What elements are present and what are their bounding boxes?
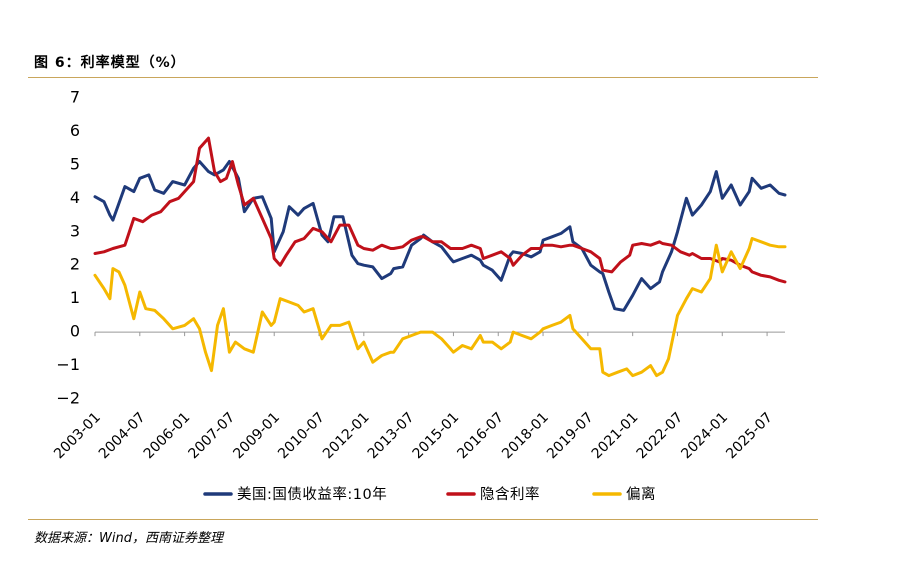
bottom-divider (28, 519, 818, 520)
x-axis-labels: 2003-012004-072006-012007-072009-012010-… (51, 410, 776, 463)
source-note: 数据来源：Wind，西南证券整理 (34, 531, 223, 546)
y-axis: −2 −1 0 1 2 3 4 5 6 7 (56, 88, 80, 408)
y-tick-label: 3 (70, 221, 80, 240)
y-tick-label: 7 (70, 88, 80, 107)
y-tick-label: −1 (56, 355, 80, 374)
legend-label-2: 隐含利率 (480, 486, 540, 503)
y-tick-label: 2 (70, 255, 80, 274)
x-tick-label: 2007-07 (186, 410, 239, 463)
x-tick-label: 2015-01 (410, 410, 463, 463)
x-tick-label: 2012-01 (320, 410, 373, 463)
series-line-1 (93, 160, 787, 312)
series-group (93, 136, 787, 378)
x-tick-label: 2003-01 (51, 410, 104, 463)
x-tick-label: 2009-01 (230, 410, 283, 463)
y-tick-label: 5 (70, 154, 80, 173)
y-tick-label: −2 (56, 389, 80, 408)
x-tick-label: 2010-07 (275, 410, 328, 463)
x-tick-label: 2021-01 (589, 410, 642, 463)
x-tick-label: 2006-01 (141, 410, 194, 463)
x-tick-label: 2019-07 (544, 410, 597, 463)
top-divider (28, 77, 818, 78)
x-tick-label: 2024-01 (678, 410, 731, 463)
series-line-2 (93, 136, 787, 284)
y-tick-label: 6 (70, 121, 80, 140)
chart-title: 图 6：利率模型（%） (34, 55, 186, 71)
legend-label-1: 美国:国债收益率:10年 (237, 486, 387, 503)
legend: 美国:国债收益率:10年 隐含利率 偏离 (203, 486, 656, 503)
x-tick-label: 2004-07 (96, 410, 149, 463)
y-tick-label: 0 (70, 322, 80, 341)
y-tick-label: 1 (70, 288, 80, 307)
series-line-3 (93, 237, 787, 378)
x-axis-tickmarks (94, 332, 768, 337)
x-tick-label: 2016-07 (454, 410, 507, 463)
x-tick-label: 2022-07 (634, 410, 687, 463)
x-tick-label: 2018-01 (499, 410, 552, 463)
x-tick-label: 2013-07 (365, 410, 418, 463)
x-tick-label: 2025-07 (723, 410, 776, 463)
legend-label-3: 偏离 (626, 486, 656, 503)
y-tick-label: 4 (70, 188, 80, 207)
